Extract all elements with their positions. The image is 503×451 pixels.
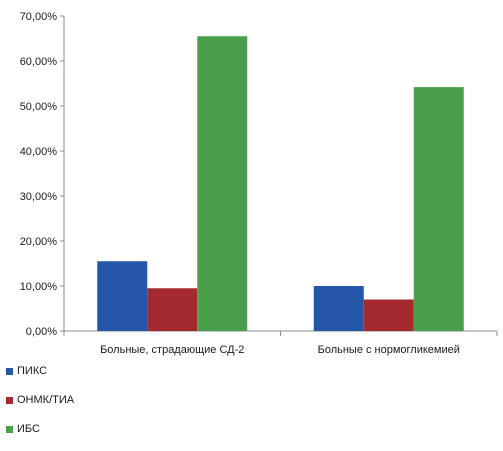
x-category-label: Больные, страдающие СД-2 — [100, 344, 244, 356]
bar-piks-1 — [313, 286, 364, 331]
legend-label-onmk: ОНМК/ТИА — [17, 394, 75, 406]
legend-item-ibs: ИБС — [6, 422, 74, 436]
bar-ibs-1 — [413, 87, 464, 331]
bar-onmk-tia-0 — [147, 288, 198, 331]
chart: 0,00% 10,00% 20,00% 30,00% 40,00% 50,00% 60,00… — [20, 11, 498, 356]
y-tick-label: 0,00% — [26, 326, 57, 338]
y-tick-label: 50,00% — [20, 101, 58, 113]
legend-swatch-piks — [6, 367, 13, 375]
y-tick-label: 60,00% — [20, 56, 58, 68]
bar-onmk-tia-1 — [363, 299, 414, 331]
legend-item-piks: ПИКС — [6, 364, 74, 378]
legend-swatch-ibs — [6, 425, 13, 433]
legend-label-piks: ПИКС — [17, 365, 48, 377]
legend: ПИКС ОНМК/ТИА ИБС — [6, 364, 74, 451]
y-tick-label: 30,00% — [20, 191, 58, 203]
legend-item-onmk: ОНМК/ТИА — [6, 393, 74, 407]
bar-piks-0 — [97, 261, 148, 331]
labels: 0,00% 10,00% 20,00% 30,00% 40,00% 50,00% 60,00… — [20, 11, 460, 356]
x-category-label: Больные с нормогликемией — [318, 344, 460, 356]
y-tick-label: 40,00% — [20, 146, 58, 158]
legend-swatch-onmk — [6, 396, 13, 404]
y-tick-label: 70,00% — [20, 11, 58, 23]
bars — [97, 36, 464, 331]
legend-label-ibs: ИБС — [17, 423, 40, 435]
bar-ibs-0 — [197, 36, 248, 331]
y-tick-label: 20,00% — [20, 236, 58, 248]
y-tick-label: 10,00% — [20, 281, 58, 293]
